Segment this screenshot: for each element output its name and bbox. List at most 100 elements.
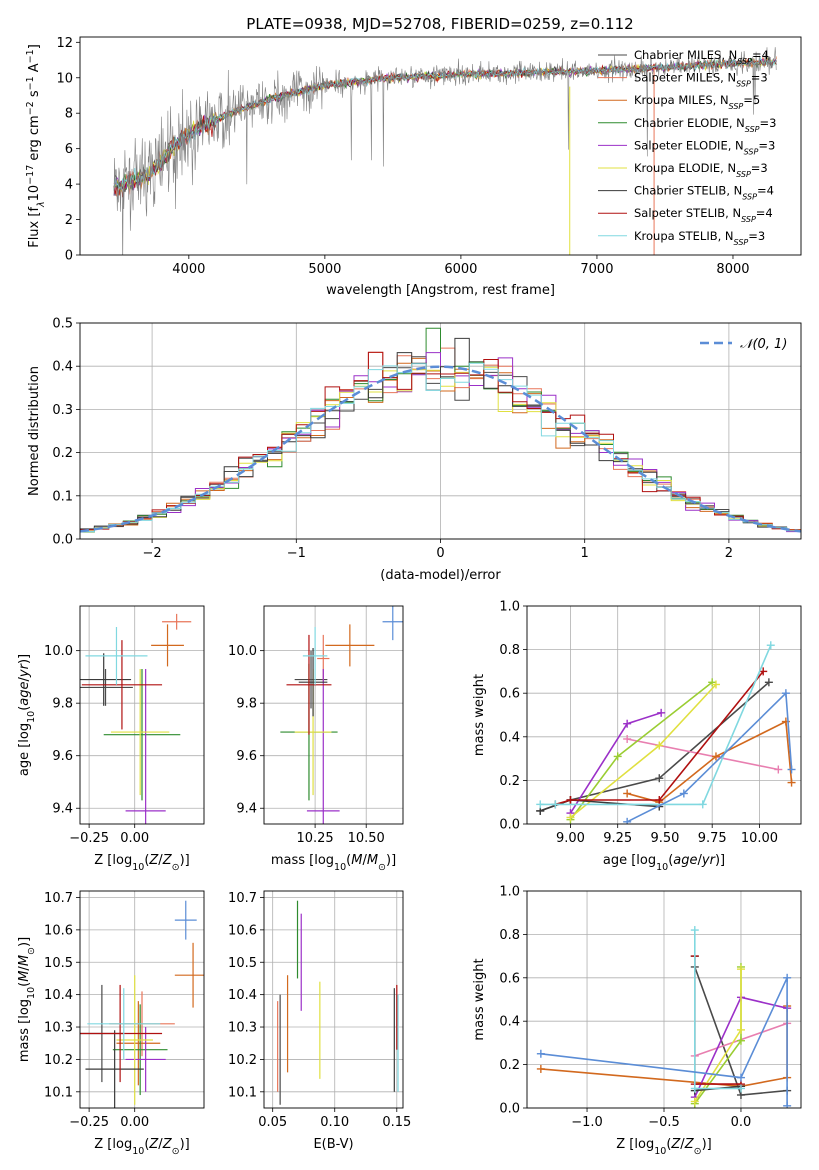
x-axis-label: mass [log10(M/M⊙)]: [271, 853, 396, 873]
y-tick-label: 10.4: [228, 988, 257, 1003]
legend-count: =4: [752, 48, 769, 62]
x-axis-label: Z [log10(Z/Z⊙)]: [616, 1137, 711, 1157]
x-tick-label: 0.00: [120, 1115, 149, 1130]
legend-count: =4: [757, 184, 774, 198]
chart-mass_vs_ebv: 0.05 0.10 0.15 10.1 10.2 10.3 10.4 10.5 10.6 10.7…: [228, 890, 411, 1152]
label-part: log: [17, 723, 32, 743]
label-part: )]: [702, 1137, 712, 1152]
x-tick-label: −0.25: [69, 1115, 109, 1130]
label-part: −17: [25, 165, 36, 185]
chart-weights_vs_Z: −1.0 −0.5 0.00.00.20.40.60.81.0Z [log10(Z/…: [472, 885, 802, 1157]
chart-weights_vs_age: 9.00 9.25 9.50 9.75 10.00 0.0 0.2 0.4 0.6 0.8 1.0 a…: [472, 600, 802, 873]
label-part: Z [: [94, 853, 112, 868]
legend-subscript: SSP: [744, 147, 759, 156]
legend-text: Chabrier STELIB, N: [634, 184, 742, 198]
y-tick-label: 10.0: [228, 644, 257, 659]
label-part: /: [158, 1137, 163, 1152]
label-part: M: [17, 971, 32, 982]
y-tick-label: 0.0: [499, 818, 520, 833]
legend-entry: Chabrier STELIB, NSSP=4: [634, 184, 774, 202]
y-axis-label: mass weight: [472, 958, 487, 1040]
chart-mass_vs_Z: −0.25 0.00 10.1 10.2 10.3 10.4 10.5 10.6 10.7 Z […: [17, 890, 205, 1157]
legend-count: =3: [751, 71, 768, 85]
label-part: )]: [386, 853, 396, 868]
label-part: 10: [132, 862, 144, 873]
y-tick-label: 0: [65, 249, 73, 264]
y-tick-label: 9.4: [236, 802, 257, 817]
label-part: (: [17, 982, 32, 987]
marks-mass_vs_ebv: [277, 900, 399, 1105]
plot-frame: [79, 36, 802, 256]
marks-mass_vs_Z: [80, 900, 204, 1108]
y-tick-label: 0.6: [499, 971, 520, 986]
y-tick-label: 0.2: [52, 446, 73, 461]
marks-residuals: [80, 327, 801, 533]
y-tick-label: 6: [65, 142, 73, 157]
y-tick-label: 10.2: [228, 1053, 257, 1068]
legend-text: Chabrier MILES, N: [634, 48, 737, 62]
label-part: /: [17, 966, 32, 971]
weight-line-7: [539, 799, 660, 812]
label-part: /: [362, 853, 367, 868]
label-part: s: [27, 90, 42, 101]
weight-line-2: [627, 738, 779, 771]
y-tick-label: 0.4: [499, 1015, 520, 1030]
legend-entry: Kroupa ELODIE, NSSP=3: [634, 161, 768, 179]
legend-count: =4: [756, 206, 773, 220]
label-part: )]: [180, 853, 190, 868]
plot-frame: [79, 890, 205, 1109]
legend-entry: 𝒩(0, 1): [740, 337, 787, 352]
label-part: erg cm: [27, 115, 42, 164]
label-part: (: [666, 1137, 671, 1152]
y-tick-label: 1.0: [499, 600, 520, 615]
label-part: age [: [17, 743, 32, 776]
legend-text: Kroupa MILES, N: [634, 93, 729, 107]
x-tick-label: 0: [436, 546, 444, 561]
legend-text: Salpeter MILES, N: [634, 71, 736, 85]
x-tick-label: −1: [287, 546, 306, 561]
label-part: )]: [17, 654, 32, 664]
x-axis-label: E(B-V): [313, 1137, 353, 1152]
y-tick-label: 10.6: [228, 923, 257, 938]
chart-age_vs_Z: −0.25 0.009.49.69.810.0Z [log10(Z/Z⊙)]age…: [17, 605, 205, 873]
chart-spectrum: 4000 5000 6000 7000 8000 0 2 4 6 8 10 12 wavelength …: [25, 36, 802, 298]
label-part: 10: [334, 862, 346, 873]
y-tick-label: 9.6: [236, 749, 257, 764]
y-tick-label: 10.7: [228, 891, 257, 906]
label-part: 10: [656, 862, 668, 873]
label-part: 10: [26, 987, 37, 999]
y-tick-label: 0.0: [499, 1102, 520, 1117]
y-tick-label: 9.6: [52, 749, 73, 764]
x-tick-label: 6000: [444, 262, 477, 277]
legend-count: =3: [758, 138, 775, 152]
label-part: age: [673, 853, 697, 868]
figure-title: PLATE=0938, MJD=52708, FIBERID=0259, z=0…: [246, 15, 633, 33]
y-tick-label: 10.5: [228, 956, 257, 971]
label-part: mass [: [17, 1019, 32, 1062]
legend-entry: Salpeter ELODIE, NSSP=3: [634, 138, 775, 156]
label-part: )]: [180, 1137, 190, 1152]
label-part: ⊙: [378, 862, 386, 873]
data-spectrum-line: [113, 47, 777, 255]
y-tick-label: 8: [65, 107, 73, 122]
legend-subscript: SSP: [729, 102, 744, 111]
y-tick-label: 10.6: [44, 923, 73, 938]
legend-subscript: SSP: [737, 57, 752, 66]
legend-entry: Salpeter MILES, NSSP=3: [634, 71, 768, 89]
label-part: log: [112, 1137, 132, 1152]
y-tick-label: 10.2: [44, 1053, 73, 1068]
y-tick-label: 9.8: [236, 697, 257, 712]
x-tick-label: 10.25: [296, 831, 333, 846]
y-tick-label: 10.1: [228, 1085, 257, 1100]
y-tick-label: 0.5: [52, 317, 73, 332]
y-tick-label: 2: [65, 213, 73, 228]
y-tick-label: 0.4: [52, 360, 73, 375]
plot-frame: [526, 890, 802, 1109]
label-part: Z [: [94, 1137, 112, 1152]
x-tick-label: 10.00: [741, 831, 778, 846]
x-tick-label: 0.05: [258, 1115, 287, 1130]
y-axis-label: mass weight: [472, 674, 487, 756]
label-part: /: [698, 853, 703, 868]
x-axis-label: Z [log10(Z/Z⊙)]: [94, 853, 189, 873]
